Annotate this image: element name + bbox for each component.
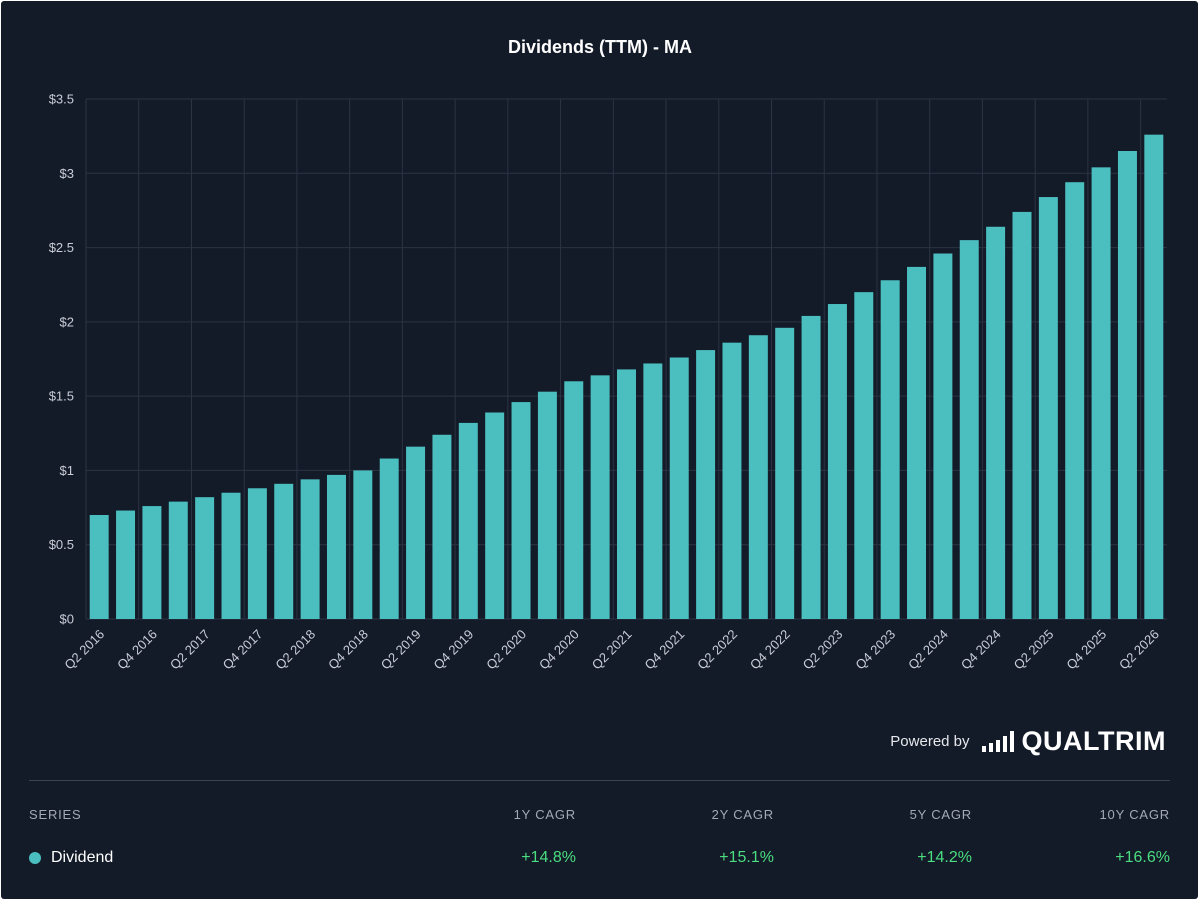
x-tick-label: Q4 2018 [325,627,371,673]
bar[interactable] [1144,134,1164,619]
value-1y-cagr: +14.8% [521,849,576,866]
bar[interactable] [959,240,979,619]
powered-by: Powered by QUALTRIM [890,725,1166,757]
header-5y-cagr: 5Y CAGR [909,807,972,822]
bar[interactable] [1038,197,1058,619]
series-color-dot [29,852,41,864]
bar[interactable] [775,327,795,619]
bars [89,134,1164,619]
divider [29,780,1170,781]
bar[interactable] [379,458,399,619]
bar[interactable] [933,253,953,619]
bar[interactable] [432,434,452,619]
x-tick-label: Q2 2018 [272,627,318,673]
x-tick-label: Q4 2022 [747,627,793,673]
y-tick-label: $3 [60,166,74,181]
x-tick-label: Q4 2017 [220,627,266,673]
y-tick-label: $0 [60,612,74,627]
bar[interactable] [1012,211,1032,619]
bar[interactable] [564,381,584,619]
qualtrim-logo: QUALTRIM [981,725,1166,757]
bar[interactable] [1091,167,1111,619]
bar[interactable] [485,412,505,619]
bar[interactable] [142,506,162,619]
y-tick-label: $3.5 [49,92,74,107]
header-10y-cagr: 10Y CAGR [1099,807,1170,822]
bar[interactable] [511,402,531,619]
bar[interactable] [353,470,373,619]
bar[interactable] [722,342,742,619]
header-series: SERIES [29,807,82,822]
y-tick-label: $0.5 [49,537,74,552]
x-tick-label: Q2 2024 [905,627,951,673]
x-tick-label: Q2 2019 [378,627,424,673]
x-tick-label: Q2 2023 [800,627,846,673]
x-axis: Q2 2016 Q4 2016 Q2 2017 Q4 2017 Q2 2018 Q4 20… [61,627,1162,673]
bar[interactable] [1065,182,1085,619]
x-tick-label: Q4 2023 [852,627,898,673]
bar[interactable] [801,315,821,619]
bar[interactable] [89,515,109,619]
header-2y-cagr: 2Y CAGR [711,807,774,822]
bar[interactable] [274,483,294,619]
cagr-table: SERIES 1Y CAGR 2Y CAGR 5Y CAGR 10Y CAGR … [29,801,1170,867]
bar[interactable] [880,280,900,619]
bar[interactable] [326,474,346,619]
x-tick-label: Q2 2020 [483,627,529,673]
bar[interactable] [696,350,716,619]
grid [85,98,1167,620]
bar[interactable] [300,479,320,619]
cagr-table-header: SERIES 1Y CAGR 2Y CAGR 5Y CAGR 10Y CAGR [29,801,1170,825]
value-2y-cagr: +15.1% [719,849,774,866]
bar-chart-logo-icon [981,731,1014,752]
x-tick-label: Q2 2021 [589,627,635,673]
table-row: Dividend +14.8% +15.1% +14.2% +16.6% [29,843,1170,867]
bar[interactable] [986,226,1006,619]
value-10y-cagr: +16.6% [1115,849,1170,866]
bar[interactable] [406,446,426,619]
y-tick-label: $1 [60,463,74,478]
x-tick-label: Q2 2017 [167,627,213,673]
x-tick-label: Q4 2016 [114,627,160,673]
y-tick-label: $2 [60,314,74,329]
x-tick-label: Q4 2021 [641,627,687,673]
bar[interactable] [827,304,847,619]
logo-text: QUALTRIM [1021,725,1166,756]
y-tick-label: $1.5 [49,389,74,404]
x-tick-label: Q2 2025 [1011,627,1057,673]
bar[interactable] [537,391,557,619]
powered-by-label: Powered by [890,732,970,750]
chart-title: Dividends (TTM) - MA [508,37,692,57]
bar-chart: Dividends (TTM) - MA $0$0.5$1$1.5$2$2.5$… [49,37,1167,673]
value-5y-cagr: +14.2% [917,849,972,866]
series-name: Dividend [51,849,114,866]
bar[interactable] [221,492,241,619]
series-cell: Dividend [29,849,113,867]
y-axis: $0 $0.5 $1 $1.5 $2 $2.5 $3 $3.5 [49,92,74,627]
bar[interactable] [247,488,267,619]
header-1y-cagr: 1Y CAGR [513,807,576,822]
bar[interactable] [669,357,689,619]
bar[interactable] [116,510,136,619]
x-tick-label: Q2 2022 [694,627,740,673]
bar[interactable] [617,369,636,619]
x-tick-label: Q2 2026 [1116,627,1162,673]
bar[interactable] [168,501,188,619]
bar[interactable] [590,375,610,619]
bar[interactable] [748,335,768,619]
y-tick-label: $2.5 [49,240,74,255]
bar[interactable] [854,292,874,619]
x-tick-label: Q4 2024 [958,627,1004,673]
x-tick-label: Q2 2016 [61,627,107,673]
x-tick-label: Q4 2020 [536,627,582,673]
bar[interactable] [907,266,927,619]
x-tick-label: Q4 2019 [431,627,477,673]
bar[interactable] [195,497,215,619]
bar[interactable] [643,363,663,619]
bar[interactable] [458,422,478,619]
x-tick-label: Q4 2025 [1063,627,1109,673]
bar[interactable] [1117,151,1137,619]
